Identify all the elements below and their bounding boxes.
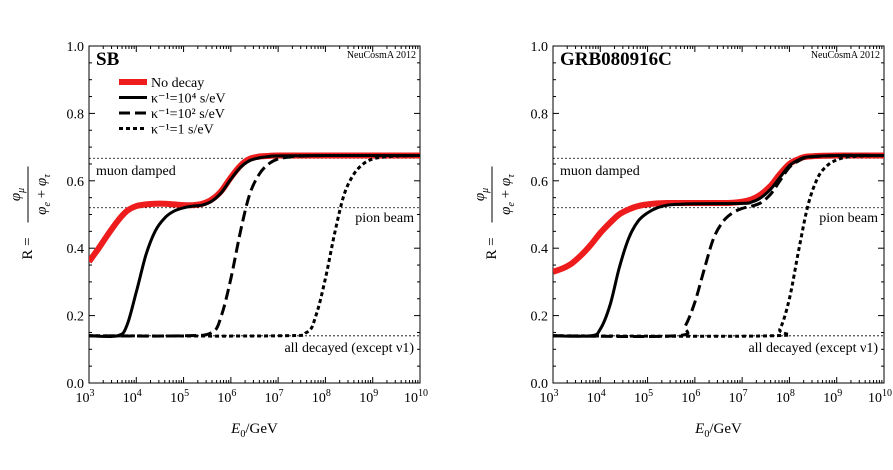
chart-panel-1: 0.0 0.2 0.4 0.6 0.8 1.0 103 104 105 106 107 108 109 1… [472, 40, 892, 440]
y-tick-label: 1.0 [531, 40, 549, 55]
x-tick-label: 107 [265, 388, 284, 406]
y-axis-label-num: φμ [8, 188, 27, 201]
y-tick-label: 0.8 [67, 107, 85, 122]
stamp-label: NeuCosmA 2012 [811, 50, 880, 61]
x-tick-label: 109 [359, 388, 378, 406]
y-tick-label: 0.4 [531, 242, 549, 257]
y-axis-label: R = φμ φe + φτ [472, 166, 517, 260]
y-axis-label: R = φμ φe + φτ [8, 166, 53, 260]
y-tick-label: 0.2 [531, 310, 549, 325]
annotation-muon-damped: muon damped [560, 164, 640, 179]
x-tick-label: 106 [681, 388, 700, 406]
y-tick-label: 1.0 [67, 40, 85, 55]
y-tick-label: 0.4 [67, 242, 85, 257]
x-tick-label: 105 [170, 388, 189, 406]
annotation-all-decayed: all decayed (except ν1) [748, 341, 878, 356]
x-tick-label: 1010 [404, 388, 428, 406]
x-tick-label: 104 [587, 388, 606, 406]
series-group [553, 152, 884, 339]
y-axis-label-den: φe + φτ [498, 174, 517, 215]
series-line-2 [553, 153, 884, 339]
series-line-1 [553, 153, 884, 338]
x-tick-label: 108 [312, 388, 331, 406]
annotation-pion-beam: pion beam [355, 211, 414, 226]
x-axis-label: E0/GeV [230, 421, 278, 440]
y-tick-label: 0.6 [67, 175, 85, 190]
legend-label-3: κ⁻¹=1 s/eV [151, 123, 214, 138]
x-tick-label: 105 [634, 388, 653, 406]
annotation-pion-beam: pion beam [819, 211, 878, 226]
stamp-label: NeuCosmA 2012 [347, 50, 416, 61]
y-tick-label: 0.6 [531, 175, 549, 190]
y-tick-label: 0.0 [531, 377, 549, 392]
legend-label-0: No decay [151, 76, 204, 91]
y-tick-label: 0.0 [67, 377, 85, 392]
panel-title: GRB080916C [560, 49, 672, 70]
annotation-all-decayed: all decayed (except ν1) [284, 341, 414, 356]
chart-panel-0: 0.0 0.2 0.4 0.6 0.8 1.0 103 104 105 106 107 108 109 1… [8, 40, 428, 440]
x-tick-label: 103 [76, 388, 95, 406]
y-axis-label-den: φe + φτ [34, 174, 53, 215]
legend-label-2: κ⁻¹=10² s/eV [151, 107, 225, 122]
x-tick-label: 104 [123, 388, 142, 406]
y-axis-label-num: φμ [472, 188, 491, 201]
series-group [89, 152, 420, 339]
x-axis-label: E0/GeV [694, 421, 742, 440]
x-tick-label: 107 [729, 388, 748, 406]
x-tick-label: 103 [540, 388, 559, 406]
x-tick-label: 108 [776, 388, 795, 406]
x-tick-label: 106 [217, 388, 236, 406]
x-tick-label: 109 [823, 388, 842, 406]
y-axis-label-lhs: R = [484, 237, 500, 259]
y-axis-label-lhs: R = [20, 237, 36, 259]
x-tick-label: 1010 [868, 388, 892, 406]
series-line-3 [89, 154, 420, 338]
annotation-muon-damped: muon damped [96, 164, 176, 179]
series-line-2 [89, 153, 420, 338]
y-tick-label: 0.8 [531, 107, 549, 122]
y-tick-label: 0.2 [67, 310, 85, 325]
series-line-3 [553, 154, 884, 338]
panel-title: SB [96, 49, 120, 70]
series-line-1 [89, 154, 420, 339]
legend-label-1: κ⁻¹=10⁴ s/eV [151, 92, 226, 107]
